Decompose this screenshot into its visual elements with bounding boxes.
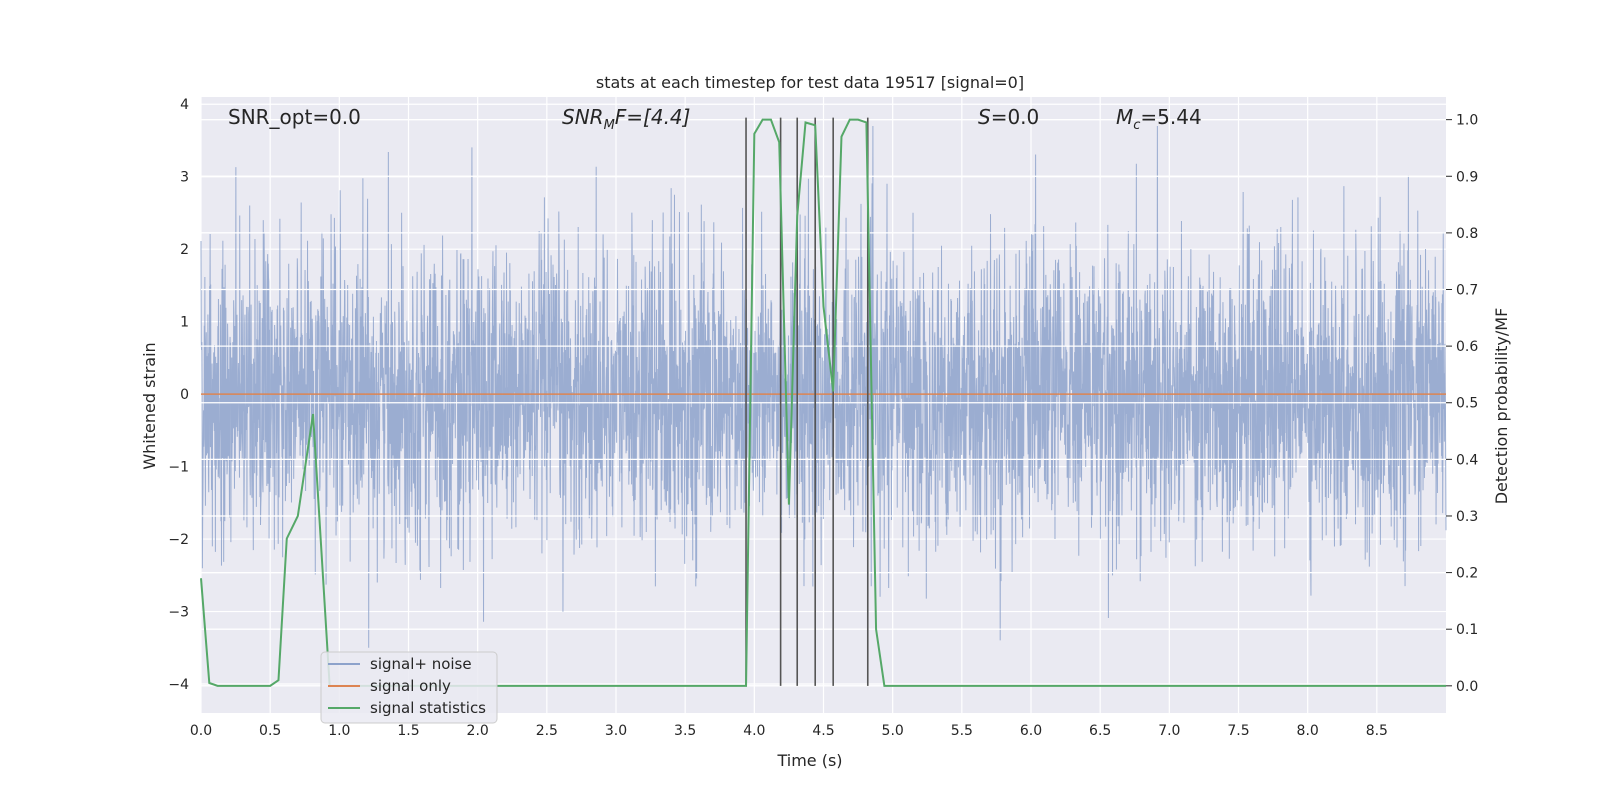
x-tick-label: 6.5 [1089, 723, 1111, 739]
signal-statistics-series [200, 118, 1446, 687]
y-right-tick-label: 0.9 [1456, 169, 1478, 185]
y-tick-label: 3 [180, 170, 189, 186]
x-tick-label: 3.5 [674, 723, 696, 739]
x-tick-label: 0.0 [190, 723, 212, 739]
y-tick-label: 2 [180, 242, 189, 258]
x-tick-label: 1.0 [328, 723, 350, 739]
annotation-mc: Mc=5.44 [1116, 105, 1202, 133]
y-tick-label: −3 [168, 605, 189, 621]
y-right-tick-label: 1.0 [1456, 113, 1478, 129]
y-right-tick-label: 0.5 [1456, 396, 1478, 412]
signal-noise-line [200, 125, 1447, 648]
y-right-tick-label: 0.3 [1456, 509, 1478, 525]
x-tick-label: 0.5 [259, 723, 281, 739]
x-tick-label: 4.0 [743, 723, 765, 739]
x-axis-label: Time (s) [776, 751, 842, 770]
annotation-s-rest: =0.0 [991, 105, 1040, 129]
annotation-snr-mf: SNRMF=[4.4] [562, 105, 690, 133]
x-tick-label: 3.0 [605, 723, 627, 739]
legend-label-signal-noise: signal+ noise [370, 655, 472, 673]
annotations: SNR_opt=0.0 SNRMF=[4.4] S=0.0 Mc=5.44 [228, 105, 1202, 133]
y-tick-label: 0 [180, 387, 189, 403]
legend-box [320, 651, 498, 724]
y-axis-label: Whitened strain [140, 342, 159, 469]
annotation-mc-rest: =5.44 [1140, 105, 1201, 129]
y-tick-label: −1 [168, 460, 189, 476]
y-right-tick-label: 0.4 [1456, 452, 1478, 468]
x-tick-label: 4.5 [812, 723, 834, 739]
annotation-snr-mf-sub: M [604, 118, 615, 133]
x-tick-label: 7.5 [1227, 723, 1249, 739]
x-tick-label: 8.5 [1366, 723, 1388, 739]
axis-ticks: 0.0 0.5 1.0 1.5 2.0 2.5 3.0 3.5 4.0 4.5 5.0 5.5 6.0 6… [168, 97, 1478, 739]
y-tick-label: −4 [168, 677, 189, 693]
annotation-snr-mf-rest: F=[4.4] [615, 105, 691, 129]
y-right-tick-label: 0.2 [1456, 566, 1478, 582]
annotation-snr-opt: SNR_opt=0.0 [228, 105, 361, 129]
y-right-tick-label: 0.0 [1456, 679, 1478, 695]
annotation-s-base: S [978, 105, 991, 129]
x-tick-label: 1.5 [397, 723, 419, 739]
annotation-s: S=0.0 [978, 105, 1039, 129]
y-right-tick-label: 0.1 [1456, 622, 1478, 638]
x-tick-label: 5.0 [882, 723, 904, 739]
x-tick-label: 8.0 [1297, 723, 1319, 739]
y-tick-label: 4 [180, 97, 189, 113]
annotation-mc-base: M [1116, 105, 1133, 129]
y-right-tick-label: 0.7 [1456, 283, 1478, 299]
y-right-tick-label: 0.6 [1456, 339, 1478, 355]
y-tick-label: 1 [180, 315, 189, 331]
legend-label-signal-statistics: signal statistics [370, 699, 486, 717]
y-tick-label: −2 [168, 532, 189, 548]
y-right-tick-label: 0.8 [1456, 226, 1478, 242]
legend: signal+ noise signal only signal statist… [320, 651, 498, 724]
x-tick-label: 5.5 [951, 723, 973, 739]
annotation-mc-sub: c [1133, 118, 1140, 133]
x-tick-label: 2.5 [536, 723, 558, 739]
x-tick-label: 6.0 [1020, 723, 1042, 739]
chart-title: stats at each timestep for test data 195… [596, 73, 1024, 92]
signal-statistics-line [200, 118, 1446, 687]
x-tick-label: 2.0 [467, 723, 489, 739]
x-tick-label: 7.0 [1158, 723, 1180, 739]
signal-only-series [201, 119, 1446, 687]
signal-noise-series [200, 125, 1447, 648]
annotation-snr-mf-base: SNR [562, 105, 604, 129]
legend-label-signal-only: signal only [370, 677, 451, 695]
y-axis-right-label: Detection probability/MF [1492, 308, 1511, 505]
